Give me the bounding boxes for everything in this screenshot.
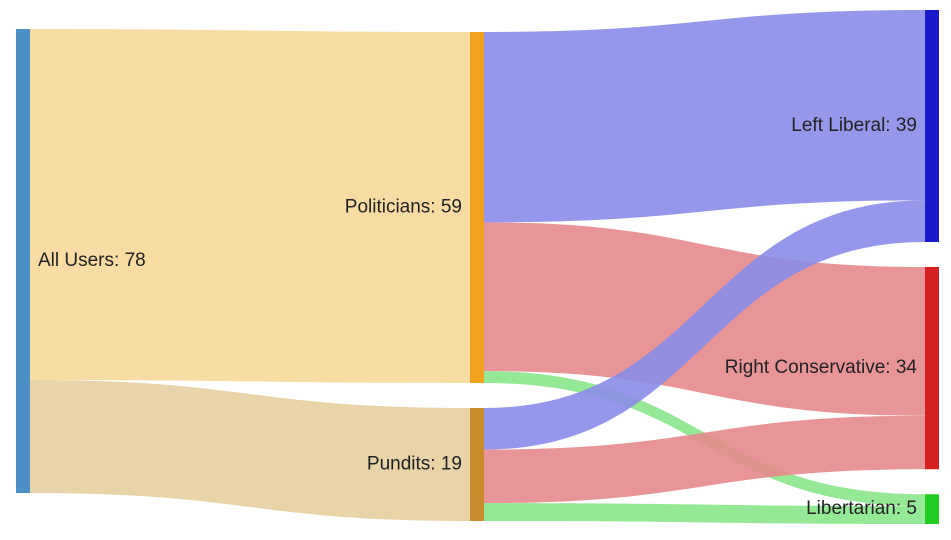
- node-pun: [470, 407, 484, 521]
- node-label-lib: Libertarian: 5: [806, 498, 917, 519]
- node-label-all: All Users: 78: [38, 250, 146, 271]
- sankey-labels: All Users: 78 Politicians: 59 Pundits: 19 L…: [38, 115, 917, 519]
- link-pun-left: [484, 200, 925, 450]
- node-right: [925, 267, 939, 470]
- link-pun-lib: [484, 503, 925, 524]
- node-label-left: Left Liberal: 39: [791, 115, 917, 136]
- link-pol-left: [484, 10, 925, 223]
- node-label-pol: Politicians: 59: [345, 197, 462, 218]
- sankey-links: [30, 10, 925, 524]
- node-label-pun: Pundits: 19: [367, 454, 462, 475]
- node-all: [16, 29, 30, 493]
- link-all-pun: [30, 379, 470, 521]
- link-all-pol: [30, 29, 470, 383]
- node-label-right: Right Conservative: 34: [725, 357, 918, 378]
- link-pun-right: [484, 415, 925, 504]
- sankey-nodes: [16, 10, 939, 524]
- node-lib: [925, 494, 939, 524]
- node-pol: [470, 32, 484, 383]
- node-left: [925, 10, 939, 242]
